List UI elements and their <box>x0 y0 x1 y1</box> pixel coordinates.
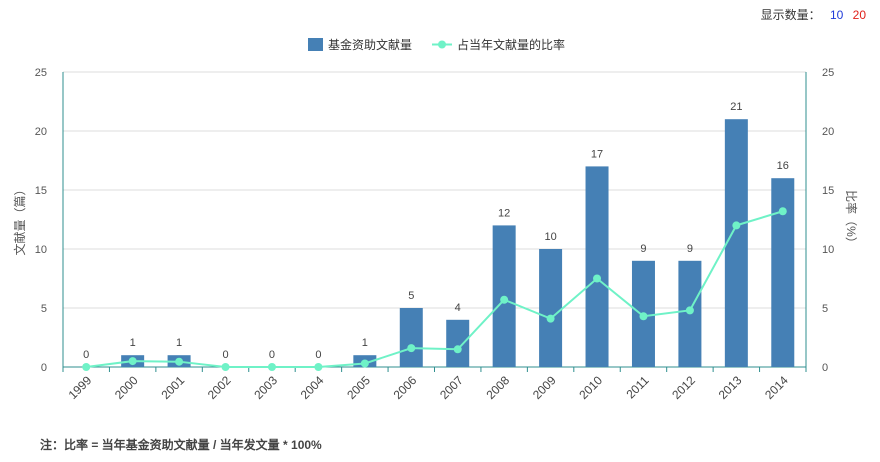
x-axis-tick-label: 2000 <box>112 373 141 402</box>
ratio-point-2005 <box>360 359 369 368</box>
display-count-control: 显示数量： 10 20 <box>755 6 866 23</box>
x-axis-tick-label: 2014 <box>762 373 791 402</box>
x-axis-tick-label: 2009 <box>530 373 559 402</box>
x-axis-tick-label: 1999 <box>66 373 95 402</box>
legend-bar-label: 基金资助文献量 <box>328 37 412 52</box>
left-axis-title: 文献量（篇） <box>12 183 27 255</box>
ratio-point-2009 <box>546 314 555 323</box>
legend-bar-swatch <box>308 38 323 51</box>
left-axis-tick-label: 5 <box>41 303 47 315</box>
legend-line-label: 占当年文献量的比率 <box>457 37 565 52</box>
left-axis-tick-label: 15 <box>35 185 47 197</box>
ratio-point-2012 <box>685 306 694 315</box>
ratio-point-2002 <box>221 363 230 371</box>
left-axis-tick-label: 25 <box>35 67 47 79</box>
bar-value-label: 10 <box>544 231 556 243</box>
footnote: 注：比率 = 当年基金资助文献量 / 当年发文量 * 100% <box>40 438 322 452</box>
x-axis-tick-label: 2006 <box>391 373 420 402</box>
x-axis-tick-label: 2007 <box>437 373 466 402</box>
ratio-point-2006 <box>407 344 416 353</box>
ratio-point-2010 <box>593 274 602 283</box>
bar-value-label: 9 <box>640 243 646 255</box>
ratio-point-2004 <box>314 363 323 371</box>
right-axis-tick-label: 5 <box>822 303 828 315</box>
ratio-point-2007 <box>453 345 462 354</box>
bar-2007 <box>446 319 470 367</box>
bar-value-label: 16 <box>777 160 789 172</box>
bar-2013 <box>724 119 748 367</box>
ratio-point-2008 <box>500 295 509 304</box>
bar-value-label: 0 <box>83 349 89 361</box>
x-axis-tick-label: 2013 <box>716 373 745 402</box>
bar-value-label: 0 <box>269 349 275 361</box>
legend-line-marker <box>438 40 446 49</box>
x-axis-tick-label: 2004 <box>298 373 327 402</box>
bar-value-label: 4 <box>455 302 461 314</box>
right-axis-tick-label: 15 <box>822 185 834 197</box>
left-axis-tick-label: 10 <box>35 244 47 256</box>
right-axis-title: 比率（%） <box>844 190 859 249</box>
ratio-point-2001 <box>175 357 184 366</box>
right-axis-tick-label: 25 <box>822 67 834 79</box>
bar-value-label: 21 <box>730 101 742 113</box>
bar-value-label: 0 <box>222 349 228 361</box>
x-axis-tick-label: 2010 <box>576 373 605 402</box>
bar-value-label: 1 <box>130 337 136 349</box>
right-axis-tick-label: 20 <box>822 126 834 138</box>
x-axis-tick-label: 2003 <box>251 373 280 402</box>
display-count-option-20[interactable]: 20 <box>852 8 866 22</box>
x-axis-tick-label: 2005 <box>344 373 373 402</box>
bar-value-label: 0 <box>315 349 321 361</box>
bar-value-label: 5 <box>408 290 414 302</box>
x-axis-tick-label: 2008 <box>483 373 512 402</box>
x-axis-tick-label: 2012 <box>669 373 698 402</box>
ratio-point-2000 <box>128 357 137 366</box>
right-axis-tick-label: 0 <box>822 362 828 374</box>
ratio-series-line <box>86 210 784 368</box>
display-count-option-10[interactable]: 10 <box>829 8 844 22</box>
left-axis-tick-label: 0 <box>41 362 47 374</box>
ratio-point-2003 <box>267 363 276 371</box>
left-axis-tick-label: 20 <box>35 126 47 138</box>
bar-2010 <box>585 166 609 367</box>
bar-2006 <box>399 308 423 367</box>
x-axis-tick-label: 2011 <box>623 373 651 401</box>
ratio-point-2013 <box>732 221 741 230</box>
ratio-point-2014 <box>778 207 787 216</box>
bar-value-label: 1 <box>176 337 182 349</box>
right-axis-tick-label: 10 <box>822 244 834 256</box>
bar-value-label: 9 <box>687 243 693 255</box>
bar-value-label: 17 <box>591 148 603 160</box>
bar-value-label: 12 <box>498 207 510 219</box>
display-count-label: 显示数量： <box>760 8 821 22</box>
ratio-point-1999 <box>82 363 91 371</box>
bar-2014 <box>771 178 795 367</box>
x-axis-tick-label: 2002 <box>205 373 234 402</box>
bar-value-label: 1 <box>362 337 368 349</box>
x-axis-tick-label: 2001 <box>158 373 187 402</box>
bar-2009 <box>539 249 563 367</box>
ratio-point-2011 <box>639 312 648 321</box>
